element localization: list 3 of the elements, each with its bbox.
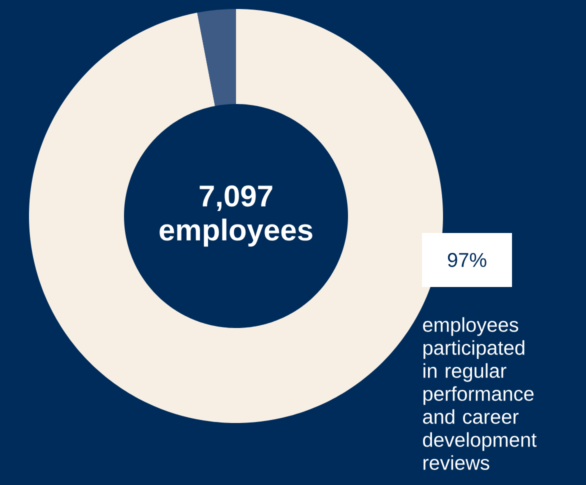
text: 7,097 employees [160,185,312,247]
data-label: 97% [448,252,486,268]
text: employees participated in regular performance and career development reviews [423,317,537,470]
